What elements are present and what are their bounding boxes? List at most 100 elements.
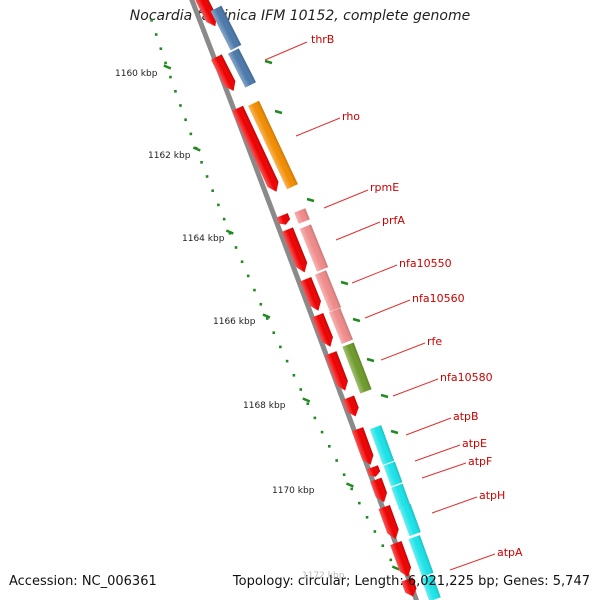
cds-feature [312,312,333,347]
scale-major-tick [192,146,201,152]
cds-feature [276,213,291,225]
label-leaders [264,41,496,571]
gene-label-thrb: thrB [311,33,334,46]
scale-dot [299,388,303,391]
gene-tick [366,357,375,363]
gene-tick [380,393,389,399]
scale-major-tick [345,482,354,488]
accession-text: Accession: NC_006361 [9,574,157,589]
cds-feature [390,541,412,577]
gene-label-nfa10580: nfa10580 [440,371,493,384]
scale-dot [342,473,346,476]
leader-nfa10580 [392,378,439,397]
scale-dot [159,47,163,50]
leader-atpa [449,553,496,571]
gene-feature [228,48,256,88]
scale-major-tick [225,229,234,235]
gene-feature [248,100,298,190]
cds-feature [351,427,374,465]
scale-dot [389,558,393,562]
cds-feature [281,227,308,273]
scale-dot [154,33,158,36]
scale-dot [179,104,182,107]
scale-label-1160-kbp: 1160 kbp [115,69,158,79]
scale-major-tick [163,64,172,70]
cds-feature [195,0,217,27]
gene-label-nfa10550: nfa10550 [399,257,452,270]
scale-dot [259,303,263,306]
scale-dot [265,317,269,320]
scale-dot [292,374,296,377]
scale-dot [150,19,153,22]
leader-atpe [414,444,461,462]
leader-thrb [264,41,308,61]
scale-major-tick [262,313,271,319]
scale-dot [174,90,177,93]
gene-feature [408,535,434,577]
scale-dot [169,75,172,79]
scale-label-1170-kbp: 1170 kbp [272,486,315,496]
scale-dot [365,516,369,519]
gene-feature [383,461,403,487]
scale-dot [272,331,276,334]
gene-label-rho: rho [342,110,360,123]
cds-feature [370,477,388,503]
gene-tick [306,197,315,203]
leader-rfe [380,342,426,361]
gene-feature [342,342,372,394]
gene-label-atpa: atpA [497,546,523,559]
scale-dot [373,530,377,533]
gene-label-atpb: atpB [453,410,479,423]
leader-rpme [323,189,369,209]
scale-dot [164,61,167,65]
cds-feature [378,504,399,539]
gene-tick [390,429,399,435]
leader-atpb [405,417,452,436]
gene-feature [391,483,411,511]
gene-label-atph: atpH [479,489,505,502]
gene-feature [369,425,395,465]
scale-dot [200,161,203,164]
leader-atph [431,496,478,514]
scale-label-1166-kbp: 1166 kbp [213,317,256,327]
scale-dot [350,487,353,491]
scale-dot [246,274,250,278]
gene-label-prfa: prfA [382,214,405,227]
scale-label-1164-kbp: 1164 kbp [182,234,225,244]
scale-major-tick [391,565,400,571]
leader-rho [295,117,341,137]
scale-dot [234,246,238,249]
scale-dot [328,445,331,448]
gene-feature [399,503,421,537]
gene-label-atpf: atpF [468,455,492,468]
scale-label-1172-kbp: 1172 kbp [302,571,345,581]
cds-feature [401,577,417,597]
genome-summary-text: Topology: circular; Length: 6,021,225 bp… [232,574,590,589]
scale-dot [313,416,317,420]
scale-dot [189,132,193,136]
scale-labels: 1160 kbp 1162 kbp 1164 kbp 1166 kbp 1168 kbp… [115,69,345,581]
scale-label-1162-kbp: 1162 kbp [148,151,191,161]
feature-layer [195,0,441,600]
scale-dot [222,217,226,221]
scale-dot [217,203,220,207]
scale-major-tick [302,397,311,403]
scale-ticks [150,19,400,571]
cds-feature [342,395,359,417]
gene-label-rfe: rfe [427,335,442,348]
scale-dot [358,501,361,505]
scale-dot [320,430,324,434]
cds-feature [300,276,321,311]
gene-feature [329,307,353,345]
gene-label-nfa10560: nfa10560 [412,292,465,305]
cds-feature [366,465,381,477]
cds-feature [232,105,279,192]
scale-dot [279,345,282,349]
scale-dot [381,544,385,547]
gene-feature [421,574,441,600]
gene-feature [294,208,310,224]
scale-dot [335,459,338,462]
gene-feature [314,270,342,312]
gene-tick [340,280,349,286]
gene-labels: thrB rho rpmE prfA nfa10550 nfa10560 rfe nfa105… [311,33,523,559]
